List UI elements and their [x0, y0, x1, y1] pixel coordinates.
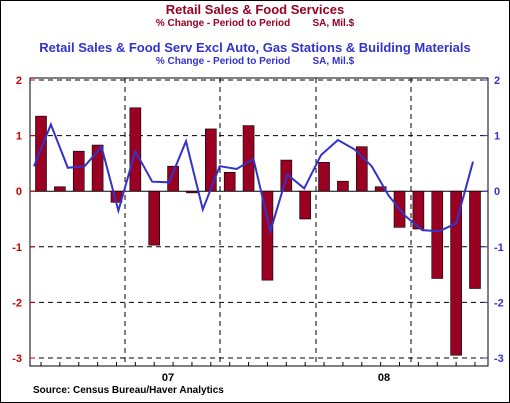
bar [337, 180, 349, 192]
bar [148, 190, 161, 246]
x-axis: 07 08 [40, 362, 476, 384]
bar [374, 186, 387, 192]
x-year-label: 08 [378, 372, 390, 384]
bar [54, 186, 66, 192]
line-series [33, 121, 474, 236]
bar [91, 144, 104, 192]
bar [318, 161, 330, 192]
right-tick-label: 2 [494, 75, 500, 87]
bar [355, 146, 368, 192]
chart-title-2: Retail Sales & Food Serv Excl Auto, Gas … [39, 40, 471, 55]
bar [186, 190, 198, 194]
chart-title: Retail Sales & Food Services [165, 2, 345, 17]
bar [223, 171, 236, 192]
right-tick-label: -1 [494, 242, 504, 254]
bar [299, 190, 311, 220]
bar [450, 190, 462, 356]
right-tick-label: -3 [494, 353, 504, 365]
bar [167, 165, 179, 192]
bar [412, 190, 425, 230]
chart-subtitle-2: % Change - Period to Period SA, Mil.$ [155, 56, 355, 67]
bar [469, 190, 481, 289]
left-tick-label: 0 [16, 186, 22, 198]
left-tick-label: -2 [12, 297, 22, 309]
left-tick-label: -3 [12, 353, 22, 365]
x-year-label: 07 [162, 372, 174, 384]
right-tick-label: -2 [494, 297, 504, 309]
right-axis: -3 -2 -1 0 1 2 [483, 75, 504, 365]
source-note: Source: Census Bureau/Haver Analytics [33, 385, 224, 396]
bar [72, 150, 85, 192]
bar [261, 190, 274, 281]
right-tick-label: 1 [494, 131, 500, 143]
right-tick-label: 0 [494, 186, 500, 198]
bar [242, 125, 255, 192]
bar [35, 115, 47, 192]
left-tick-label: 1 [16, 131, 22, 143]
left-axis: -3 -2 -1 0 1 2 [12, 75, 35, 365]
left-tick-label: 2 [16, 75, 22, 87]
chart-subtitle: % Change - Period to Period SA, Mil.$ [155, 18, 355, 29]
bar [431, 190, 444, 279]
left-tick-label: -1 [12, 242, 22, 254]
bar [205, 128, 217, 192]
